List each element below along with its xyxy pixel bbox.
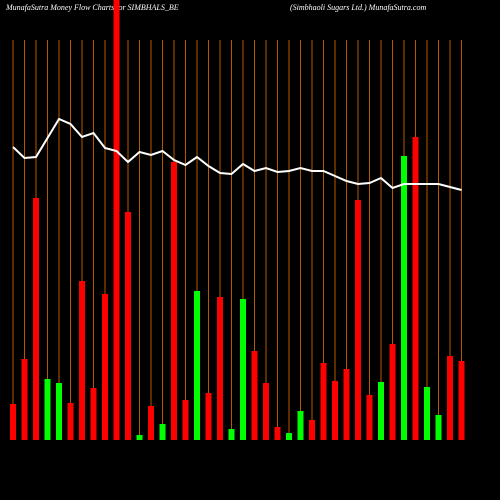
bar <box>332 381 338 440</box>
bar <box>217 297 223 440</box>
bar <box>447 356 453 440</box>
chart-title: MunafaSutra Money Flow Charts for SIMBHA… <box>5 3 179 12</box>
bar <box>67 403 74 440</box>
bar <box>320 363 327 440</box>
bar <box>228 429 235 440</box>
bar <box>458 361 465 440</box>
bar <box>33 198 39 440</box>
bar <box>148 406 154 440</box>
bar <box>263 383 269 440</box>
bar <box>125 212 131 440</box>
bar <box>343 369 350 440</box>
bar <box>412 137 419 440</box>
bar <box>182 400 189 440</box>
bar <box>79 281 85 440</box>
bar <box>136 435 143 440</box>
bar <box>435 415 442 440</box>
bar <box>10 404 16 440</box>
bar <box>159 424 166 440</box>
bar <box>205 393 212 440</box>
bar <box>56 383 62 440</box>
bar <box>286 433 292 440</box>
money-flow-line <box>12 117 462 191</box>
bar <box>424 387 430 440</box>
bar <box>44 379 51 440</box>
bar <box>113 0 120 440</box>
bar <box>309 420 315 440</box>
bar <box>401 156 407 440</box>
bar <box>240 299 246 440</box>
bar <box>21 359 28 440</box>
bar <box>366 395 373 440</box>
bar <box>102 294 108 440</box>
bar <box>90 388 97 440</box>
bar <box>378 382 384 440</box>
bar <box>251 351 258 440</box>
bar <box>194 291 200 440</box>
bar <box>274 427 281 440</box>
bar <box>297 411 304 440</box>
chart-subtitle: (Simbhaoli Sugars Ltd.) MunafaSutra.com <box>290 3 426 12</box>
bar <box>389 344 396 440</box>
bar <box>355 200 361 440</box>
bar <box>171 162 177 440</box>
